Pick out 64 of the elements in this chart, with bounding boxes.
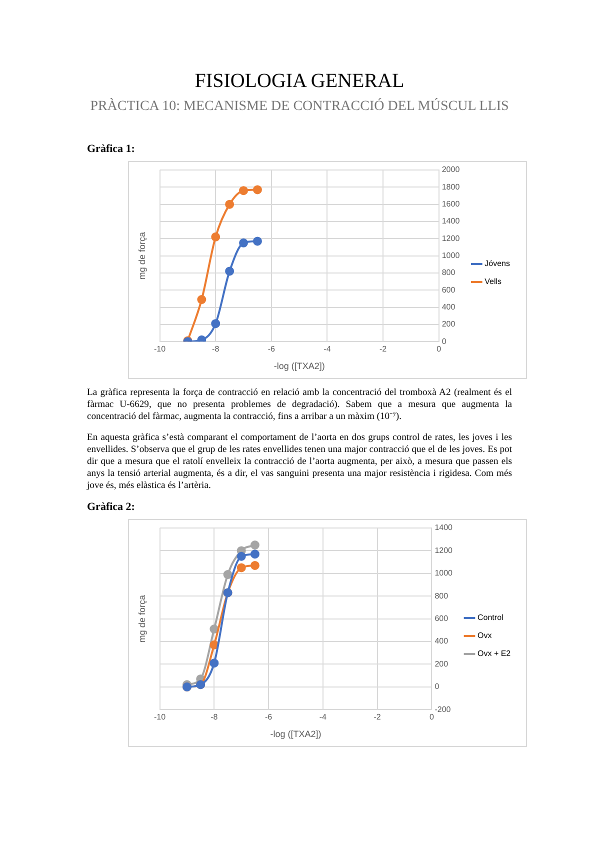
y-tick-label: 600 xyxy=(442,285,456,294)
y-tick-label: 1400 xyxy=(442,216,460,226)
point xyxy=(210,624,219,634)
x-tick-label: -8 xyxy=(210,712,218,722)
y-tick-label: 200 xyxy=(442,320,456,329)
y-axis-title: mg de força xyxy=(136,594,147,642)
chart-title: Gràfica 2: xyxy=(87,500,136,513)
legend-label: Ovx + E2 xyxy=(478,648,512,658)
point xyxy=(225,266,234,276)
point xyxy=(250,560,260,570)
y-tick-label: 2000 xyxy=(442,165,460,174)
legend-label: Ovx xyxy=(478,630,492,640)
y-axis-title: mg de força xyxy=(136,232,147,280)
y-tick-label: 1400 xyxy=(434,522,454,532)
point xyxy=(197,335,206,342)
point xyxy=(211,319,220,328)
y-tick-label: -200 xyxy=(434,704,452,714)
x-tick-label: -8 xyxy=(212,344,220,354)
point xyxy=(223,570,232,579)
y-tick-label: 400 xyxy=(434,636,449,646)
y-tick-label: 0 xyxy=(442,336,447,346)
chart-title: FISIOLOGIA GENERAL xyxy=(194,70,406,93)
point xyxy=(197,295,206,304)
point xyxy=(252,185,262,194)
point xyxy=(211,232,220,242)
y-tick-label: 1600 xyxy=(442,200,460,209)
text: En aquesta gràfica s’està comparant el comportament de l’aorta en dos grups control de rates, les joves i les envellides. S’observa que el grup de les rates envellides tenen una major contracció que el de les joves. Es pot dir que a mesura que el ratolí envelleix la contracció de l’aorta augmenta, per això, a mesura que passen els anys la tensió arterial augmenta, és a dir, el vas sanguini presenta una major resistència i rigidesa. Com més jove és, més elàstica és l’artèria. xyxy=(87,432,512,493)
y-tick-label: 600 xyxy=(434,614,449,623)
legend-label: Control xyxy=(478,612,504,622)
point xyxy=(252,236,262,246)
y-tick-label: 1000 xyxy=(442,251,460,260)
point xyxy=(210,640,219,650)
point xyxy=(236,552,246,560)
y-tick-label: 200 xyxy=(434,659,449,668)
x-tick-label: -6 xyxy=(265,712,273,722)
y-tick-label: 1000 xyxy=(434,568,454,578)
y-tick-label: 800 xyxy=(434,590,449,600)
x-tick-label: -4 xyxy=(319,712,328,722)
x-tick-label: -4 xyxy=(324,344,332,354)
y-tick-label: 1200 xyxy=(442,234,460,243)
y-tick-label: 400 xyxy=(442,302,456,312)
text: Gràfica 1: xyxy=(87,143,136,155)
y-tick-label: 800 xyxy=(442,268,456,278)
point xyxy=(225,200,234,209)
legend-label: Jóvens xyxy=(484,259,510,268)
x-tick-label: -2 xyxy=(379,344,388,354)
point xyxy=(250,540,260,550)
x-axis-title: -log ([TXA2]) xyxy=(274,361,325,372)
point xyxy=(239,186,248,196)
x-tick-label: -10 xyxy=(154,712,166,722)
x-tick-label: -10 xyxy=(154,344,166,354)
text: La gràfica representa la força de contracció en relació amb la concentració del tromboxà A2 (realment és el fàrmac U-6629, que no presenta problemes de degradació). Sabem que a mesura que augmenta la concentració del fàrmac, augmenta la contracció, fins a arribar a un màxim (10⁻⁷). xyxy=(87,387,512,424)
point xyxy=(239,238,248,248)
y-tick-label: 1200 xyxy=(434,546,454,555)
y-tick-label: 0 xyxy=(434,682,440,691)
x-axis-title: -log ([TXA2]) xyxy=(270,728,322,739)
legend-label: Vells xyxy=(484,277,502,286)
chart-subtitle: PRÀCTICA 10: MECANISME DE CONTRACCIÓ DEL MÚSCUL LLIS xyxy=(89,99,510,115)
point xyxy=(236,562,246,572)
point xyxy=(250,549,260,558)
y-tick-label: 1800 xyxy=(442,182,460,192)
x-tick-label: -2 xyxy=(374,712,382,722)
point xyxy=(210,658,219,668)
x-tick-label: -6 xyxy=(268,344,276,354)
